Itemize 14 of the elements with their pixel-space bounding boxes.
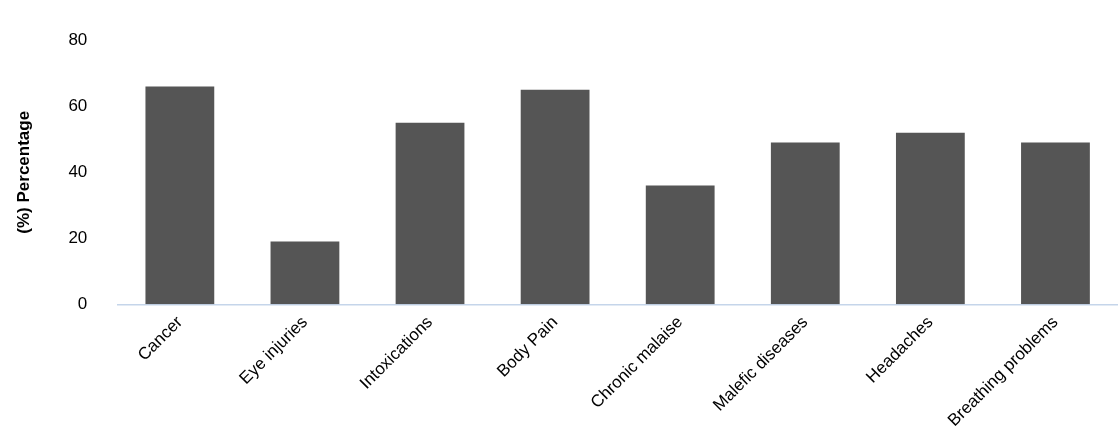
y-tick-label: 0 [77,294,88,314]
bar [520,89,590,305]
y-tick-label: 40 [68,161,88,181]
y-axis-title: (%) Percentage [13,110,33,234]
y-tick-label: 80 [68,29,88,49]
bar [645,185,715,305]
y-tick-label: 20 [68,227,88,247]
bar [770,142,840,305]
bar [1021,142,1090,305]
bar [145,86,215,305]
bar [395,122,465,305]
bar [895,132,965,305]
y-tick-label: 60 [68,95,88,115]
bar [270,241,340,305]
